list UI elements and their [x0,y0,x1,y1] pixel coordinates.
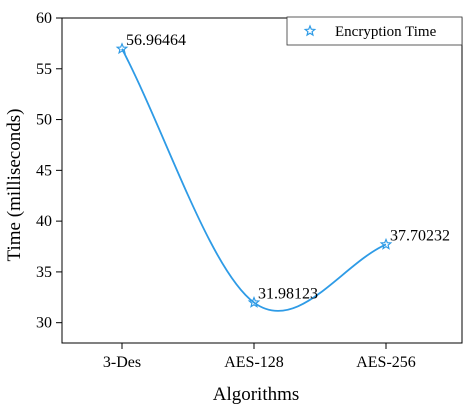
legend-label: Encryption Time [335,24,437,40]
x-axis-title: Algorithms [213,384,300,405]
data-label-0: 56.96464 [126,32,186,49]
x-tick-label-0: 3-Des [103,354,141,371]
legend-star-icon [303,24,317,37]
y-tick-label-60: 60 [36,10,52,27]
y-tick-label-35: 35 [36,264,52,281]
y-tick-label-55: 55 [36,61,52,78]
legend-box [286,16,463,46]
data-label-1: 31.98123 [258,286,318,303]
data-label-2: 37.70232 [390,227,450,244]
x-tick-label-1: AES-128 [224,354,284,371]
y-tick-label-30: 30 [36,315,52,332]
series-line-encryption-time [121,48,387,312]
y-tick-label-50: 50 [36,112,52,129]
y-tick-label-45: 45 [36,162,52,179]
data-point-0 [115,42,129,55]
legend: Encryption Time [286,16,463,46]
data-point-1 [247,295,261,308]
x-axis-ticks: 3-Des AES-128 AES-256 [103,343,416,371]
y-axis-ticks: 30 35 40 45 50 55 60 [36,10,62,332]
series-markers [115,42,393,308]
plot-area-frame [61,17,463,344]
data-point-2 [379,237,393,250]
x-tick-label-2: AES-256 [356,354,416,371]
data-labels: 56.96464 31.98123 37.70232 [126,32,450,303]
y-axis-title: Time (milliseconds) [4,109,25,262]
y-tick-label-40: 40 [36,213,52,230]
